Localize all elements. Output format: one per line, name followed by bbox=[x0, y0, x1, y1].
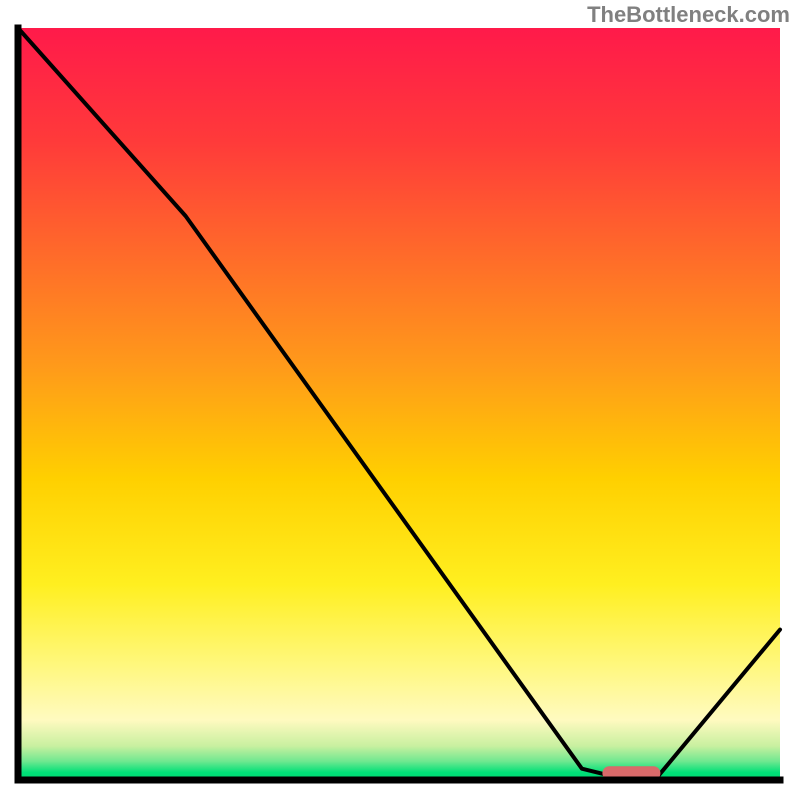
plot-gradient-background bbox=[18, 28, 780, 780]
chart-container: TheBottleneck.com bbox=[0, 0, 800, 800]
bottleneck-chart bbox=[0, 0, 800, 800]
